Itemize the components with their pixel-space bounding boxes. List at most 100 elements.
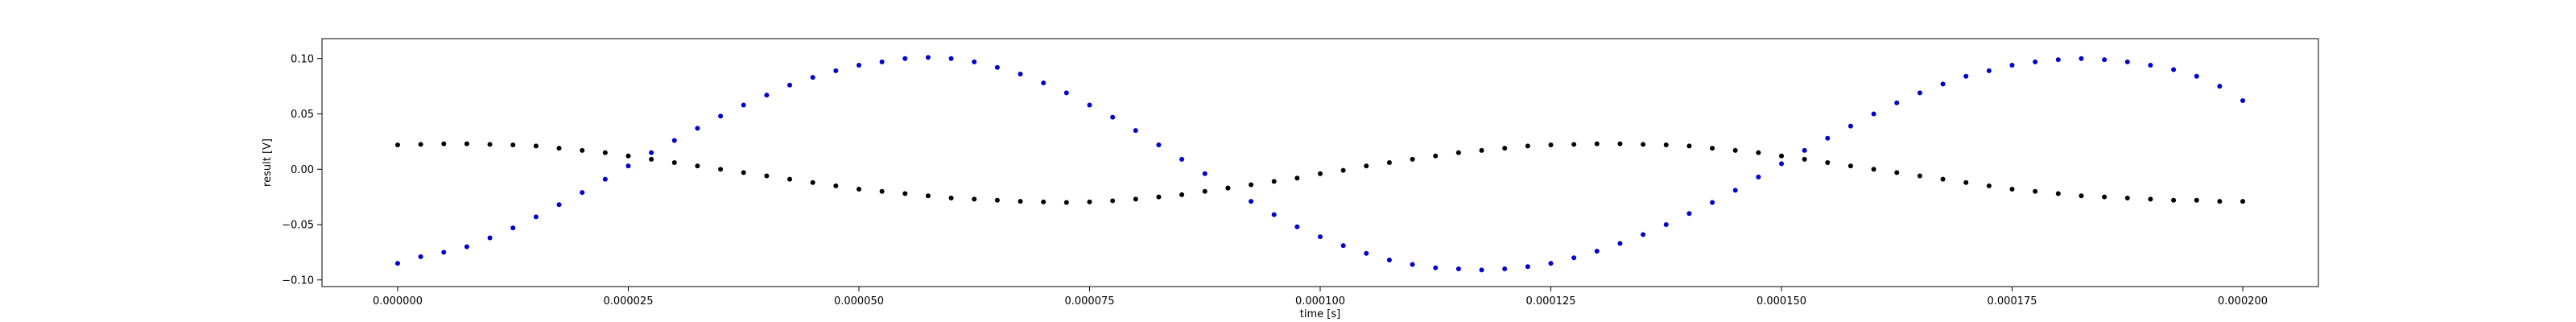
data-point [2009,187,2015,192]
data-point [1825,160,1831,165]
data-point [1641,232,1646,237]
data-point [1479,267,1484,273]
data-point [1041,80,1046,85]
data-point [602,176,608,182]
data-point [1548,142,1554,147]
data-point [1617,241,1623,246]
data-point [1986,68,1992,73]
data-point [556,202,562,208]
data-point [948,196,954,200]
data-point [2217,199,2223,204]
y-tick-label: −0.05 [282,220,314,232]
data-point [741,102,746,108]
data-point [1847,123,1853,129]
data-point [1294,224,1300,229]
x-tick-label: 0.000075 [1064,295,1114,308]
data-point [1802,156,1807,162]
data-point [1663,142,1669,147]
data-point [1271,212,1277,217]
data-point [810,180,815,185]
x-axis-label: time [s] [1300,308,1340,320]
data-point [972,196,977,202]
y-tick-label: 0.10 [291,53,314,65]
data-point [533,214,539,220]
data-point [718,167,724,172]
data-point [487,142,493,147]
data-point [856,187,861,192]
data-point [625,163,631,169]
data-point [441,250,447,255]
data-point [948,56,954,61]
data-point [1133,128,1138,134]
data-point [902,56,908,61]
data-point [1940,176,1946,182]
data-point [394,261,400,266]
data-point [2124,196,2130,200]
data-point [1225,185,1231,191]
data-point [580,190,585,196]
data-point [1594,141,1600,147]
data-point [2194,197,2199,203]
data-point [1202,188,1208,194]
y-axis: −0.10 −0.05 0.00 0.05 0.10 [282,53,322,287]
data-point [1525,264,1530,270]
data-point [625,153,631,159]
data-point [787,176,793,182]
data-point [1294,175,1300,181]
data-point [695,163,700,169]
data-point [2009,63,2015,68]
y-tick-label: 0.00 [291,164,314,176]
data-point [2055,191,2061,196]
data-point [1802,147,1807,153]
data-point [418,254,423,259]
data-point [1710,146,1715,151]
data-point [2124,59,2130,64]
data-point [1318,171,1323,176]
data-point [1455,266,1461,271]
data-point [1641,142,1646,147]
data-point [1825,135,1831,141]
data-point [902,191,908,196]
data-point [1963,73,1969,79]
data-point [879,59,885,64]
data-point [1249,199,1254,204]
data-point [1963,180,1969,185]
data-point [1847,163,1853,169]
data-point [2171,197,2177,203]
data-point [741,170,746,175]
data-point [1732,147,1738,153]
data-point [1018,72,1023,76]
data-point [1756,174,1761,180]
data-point [602,150,608,155]
data-point [1732,188,1738,193]
data-point [1179,192,1185,197]
data-point [394,142,400,147]
data-point [1871,111,1876,117]
data-point [1133,196,1138,202]
data-point [1087,199,1092,204]
data-point [764,173,770,179]
plot-background [322,39,2318,287]
data-point [649,150,654,155]
data-point [510,142,516,147]
data-point [1986,183,1992,188]
data-point [2055,57,2061,63]
data-point [649,156,654,162]
data-point [1710,200,1715,205]
data-point [1364,163,1369,169]
data-point [1179,156,1185,162]
y-axis-label: result [V] [262,138,274,187]
data-point [1455,150,1461,155]
data-point [1249,182,1254,188]
data-point [1018,199,1023,204]
x-tick-label: 0.000175 [1988,295,2037,308]
data-point [1571,142,1577,147]
data-point [1502,146,1508,151]
data-point [580,147,585,153]
data-point [1410,156,1415,162]
data-point [1340,167,1346,173]
data-point [1156,142,1162,147]
y-tick-label: 0.05 [291,109,314,121]
data-point [1271,179,1277,184]
data-point [1063,90,1069,96]
